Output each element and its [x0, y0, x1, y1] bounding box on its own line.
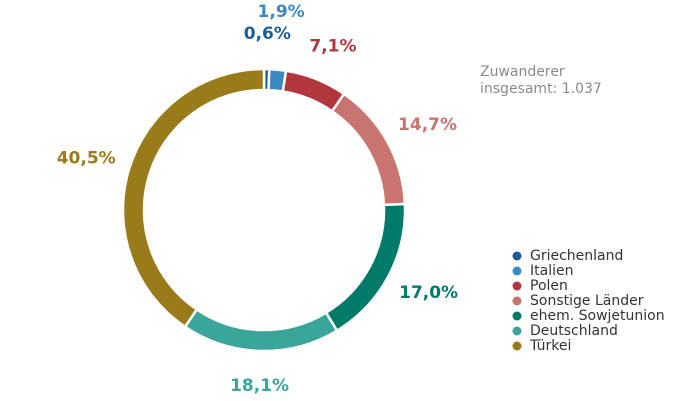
donut-segment: [330, 92, 407, 207]
donut-segment: [183, 307, 339, 353]
annotation: insgesamt: 1.037: [480, 81, 602, 97]
legend-label: Griechenland: [530, 248, 623, 264]
legend-marker: [512, 296, 522, 306]
legend-marker: [512, 281, 522, 291]
annotation: Zuwanderer: [480, 64, 565, 80]
legend-label: Sonstige Länder: [530, 293, 644, 309]
legend-marker: [512, 341, 522, 351]
value-label: 14,7%: [398, 115, 457, 135]
legend-marker: [512, 311, 522, 321]
legend-label: Polen: [530, 278, 568, 294]
legend-marker: [512, 266, 522, 276]
legend-label: Deutschland: [530, 323, 618, 339]
value-label: 0,6%: [244, 24, 291, 44]
value-label: 7,1%: [309, 37, 356, 57]
value-label: 18,1%: [230, 376, 289, 396]
legend-label: ehem. Sowjetunion: [530, 308, 665, 324]
donut-segment: [121, 67, 266, 329]
value-label: 1,9%: [258, 2, 305, 22]
legend-marker: [512, 251, 522, 261]
value-label: 17,0%: [399, 283, 458, 303]
legend-label: Italien: [530, 263, 573, 279]
legend-marker: [512, 326, 522, 336]
value-label: 40,5%: [57, 148, 116, 168]
donut-segment: [324, 202, 407, 333]
legend-label: Türkei: [529, 338, 571, 354]
